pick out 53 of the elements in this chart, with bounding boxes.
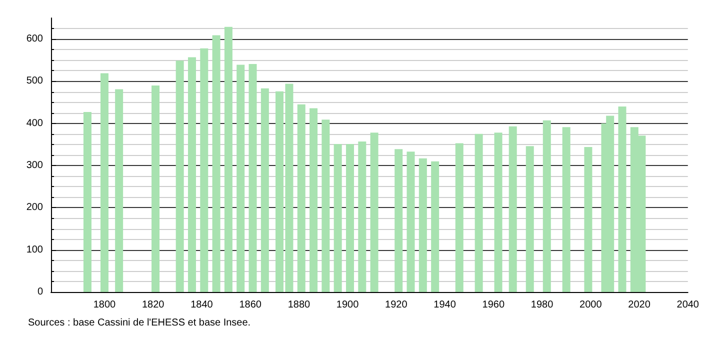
bar [618,106,626,292]
x-tick-label: 1840 [190,300,214,310]
x-tick-label: 1960 [482,300,505,310]
bar [200,48,208,292]
bar [115,89,124,292]
bar [334,144,342,292]
x-tick-label: 1940 [434,300,456,310]
bar [188,57,196,292]
bar [508,126,517,292]
bar [176,60,184,292]
bar [542,120,551,292]
bar [431,161,440,292]
bar [152,85,160,292]
bar [494,132,502,292]
y-tick-label: 400 [26,118,44,129]
bar [224,26,232,292]
bar [394,149,403,292]
bar [260,88,269,292]
x-tick-label: 2040 [676,300,700,310]
bar [236,64,245,292]
bar [526,146,534,292]
bar [455,143,464,292]
x-tick-label: 1980 [530,300,554,310]
bar [297,104,306,292]
y-tick-label: 200 [26,202,44,214]
source-note: Sources : base Cassini de l'EHESS et base Insee. [28,318,251,328]
y-tick-label: 0 [37,286,44,298]
y-tick-label: 600 [26,34,44,45]
x-tick-label: 1900 [336,300,360,310]
bar [406,152,415,292]
x-tick-label: 1820 [142,300,165,310]
bar [418,158,427,292]
bar [100,73,108,292]
x-tick-label: 1880 [288,300,311,310]
x-tick-label: 1860 [239,300,262,310]
y-tick-label: 500 [26,76,44,87]
bar [584,146,592,292]
bar [562,127,570,292]
y-tick-label: 300 [26,160,44,172]
x-tick-label: 1920 [385,300,408,310]
y-tick-label: 100 [26,244,44,256]
bar [346,144,354,292]
x-tick-label: 2000 [580,300,602,310]
bar [310,108,318,292]
bar [248,64,257,292]
bar [83,112,92,292]
bar [322,120,330,292]
bar [212,35,220,292]
x-tick-label: 2020 [628,300,651,310]
x-tick-label: 1800 [93,300,116,310]
bar [358,142,366,292]
bar [370,132,378,292]
bar [474,134,483,292]
